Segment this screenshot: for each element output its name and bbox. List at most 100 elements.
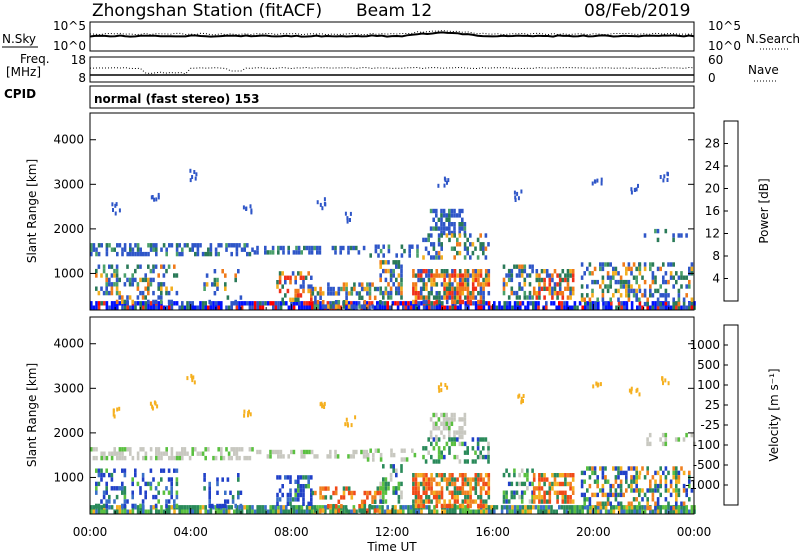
heatmap-cell [523, 268, 527, 274]
heatmap-cell [564, 277, 567, 283]
heatmap-cell [445, 217, 448, 222]
heatmap-cell [617, 501, 620, 506]
heatmap-cell [677, 437, 681, 442]
heatmap-cell [580, 262, 584, 267]
heatmap-cell [141, 499, 145, 504]
heatmap-cell [461, 503, 465, 509]
heatmap-cell [484, 255, 488, 260]
heatmap-cell [479, 299, 483, 305]
heatmap-cell [484, 269, 488, 274]
heatmap-cell [482, 503, 485, 509]
heatmap-cell [346, 217, 349, 222]
heatmap-cell [147, 282, 150, 287]
heatmap-cell [419, 286, 423, 291]
heatmap-cell [690, 509, 694, 514]
heatmap-cell [458, 222, 461, 227]
heatmap-cell [334, 449, 337, 455]
heatmap-cell [370, 301, 374, 306]
heatmap-cell [667, 279, 670, 285]
heatmap-cell [538, 486, 541, 491]
heatmap-cell [674, 437, 678, 442]
heatmap-cell [160, 295, 163, 300]
heatmap-cell [656, 483, 660, 489]
heatmap-cell [295, 505, 298, 510]
heatmap-cell [400, 244, 404, 249]
heatmap-cell [116, 407, 119, 412]
heatmap-cell [147, 290, 150, 296]
heatmap-cell [599, 488, 602, 493]
heatmap-cell [379, 494, 382, 500]
heatmap-cell [524, 305, 527, 310]
heatmap-cell [445, 503, 449, 509]
heatmap-cell [422, 305, 426, 310]
heatmap-cell [453, 230, 456, 236]
heatmap-cell [619, 483, 623, 489]
heatmap-cell [630, 190, 633, 195]
heatmap-cell [253, 509, 257, 514]
heatmap-cell [648, 441, 652, 447]
heatmap-cell [181, 301, 184, 306]
heatmap-cell [451, 295, 454, 300]
heatmap-cell [136, 481, 140, 487]
heatmap-cell [147, 243, 150, 248]
heatmap-cell [100, 505, 103, 510]
heatmap-cell [329, 449, 332, 455]
heatmap-cell [294, 275, 297, 280]
heatmap-cell [126, 509, 129, 514]
heatmap-cell [583, 497, 586, 502]
heatmap-cell [556, 495, 559, 500]
heatmap-cell [451, 282, 454, 287]
heatmap-cell [416, 253, 419, 258]
heatmap-cell [649, 305, 652, 310]
heatmap-cell [476, 454, 480, 460]
heatmap-cell [604, 284, 607, 289]
heatmap-cell [543, 499, 546, 504]
heatmap-cell [571, 486, 575, 491]
heatmap-cell [548, 286, 552, 291]
heatmap-cell [384, 499, 388, 504]
heatmap-cell [92, 243, 96, 248]
heatmap-cell [281, 271, 284, 276]
heatmap-cell [445, 233, 449, 238]
heatmap-cell [662, 381, 664, 386]
heatmap-cell [550, 301, 553, 306]
heatmap-cell [368, 490, 372, 496]
heatmap-cell [302, 288, 305, 294]
heatmap-cell [540, 499, 544, 504]
heatmap-cell [178, 455, 181, 461]
heatmap-cell [170, 305, 174, 310]
heatmap-cell [248, 447, 252, 452]
heatmap-cell [664, 271, 668, 276]
heatmap-cell [419, 277, 423, 283]
heatmap-cell [466, 295, 470, 300]
heatmap-cell [429, 226, 433, 231]
heatmap-cell [369, 448, 372, 453]
heatmap-cell [545, 301, 548, 306]
heatmap-cell [484, 473, 488, 478]
heatmap-cell [214, 301, 218, 306]
heatmap-cell [601, 279, 605, 285]
heatmap-cell [476, 441, 480, 447]
heatmap-cell [622, 470, 625, 476]
heatmap-cell [227, 305, 231, 310]
heatmap-cell [205, 273, 209, 278]
heatmap-cell [196, 305, 200, 310]
heatmap-cell [571, 473, 575, 478]
heatmap-cell [392, 268, 395, 274]
heatmap-cell [450, 412, 454, 418]
heatmap-cell [538, 499, 541, 504]
heatmap-cell [622, 262, 625, 267]
heatmap-cell [216, 481, 219, 487]
heatmap-cell [373, 499, 377, 504]
heatmap-cell [515, 481, 519, 487]
heatmap-cell [147, 299, 150, 305]
heatmap-cell [173, 264, 176, 269]
heatmap-cell [303, 449, 306, 455]
heatmap-cell [430, 473, 433, 478]
heatmap-cell [175, 251, 179, 257]
heatmap-cell [284, 293, 287, 298]
noise-right-tick-top: 10^5 [708, 19, 741, 33]
heatmap-cell [350, 301, 353, 306]
heatmap-cell [540, 269, 544, 274]
heatmap-cell [383, 301, 387, 306]
